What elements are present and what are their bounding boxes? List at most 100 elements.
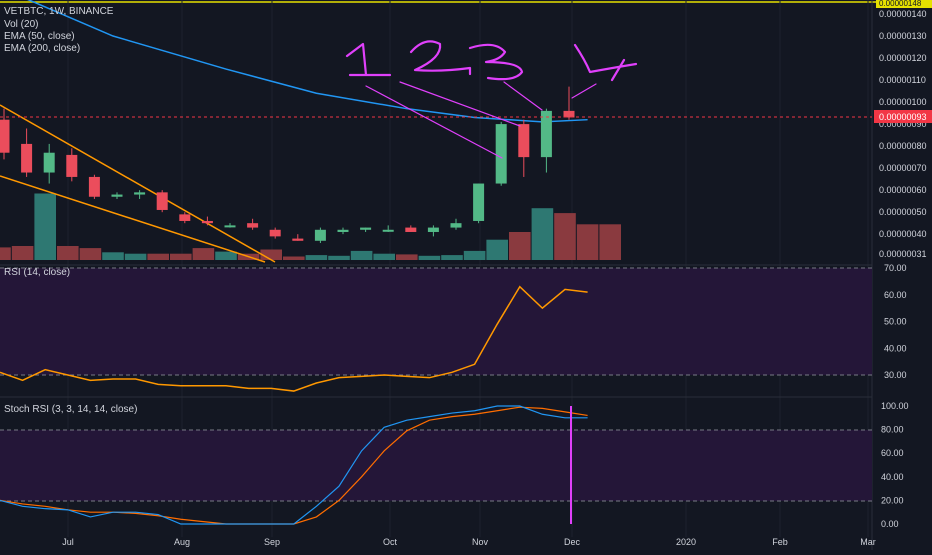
rsi-legend: RSI (14, close) bbox=[4, 267, 70, 278]
price-tick-label: 0.00000070 bbox=[879, 163, 927, 173]
time-tick-label: Nov bbox=[472, 537, 489, 547]
volume-bar bbox=[283, 256, 305, 260]
candle-body[interactable] bbox=[88, 176, 100, 197]
volume-bar bbox=[260, 249, 282, 260]
time-tick-label: Aug bbox=[174, 537, 190, 547]
price-tick-label: 0.00000060 bbox=[879, 185, 927, 195]
volume-bar bbox=[328, 255, 350, 260]
annotation-4-stroke bbox=[573, 43, 638, 82]
rsi-band bbox=[0, 268, 872, 375]
volume-bar bbox=[373, 253, 395, 260]
stoch-tick-label: 0.00 bbox=[881, 519, 899, 529]
rsi-tick-label: 50.00 bbox=[884, 317, 907, 327]
candle-body[interactable] bbox=[179, 214, 191, 221]
candle-body[interactable] bbox=[540, 110, 552, 158]
volume-bar bbox=[441, 255, 463, 260]
candle-body[interactable] bbox=[224, 225, 236, 228]
price-tick-label: 0.00000050 bbox=[879, 207, 927, 217]
volume-bar bbox=[192, 248, 215, 260]
annotation-1-stroke bbox=[345, 42, 392, 77]
candle-body[interactable] bbox=[21, 143, 33, 173]
volume-bar bbox=[102, 252, 124, 260]
stoch-tick-label: 100.00 bbox=[881, 401, 909, 411]
stoch-legend: Stoch RSI (3, 3, 14, 14, close) bbox=[4, 404, 137, 415]
time-tick-label: Feb bbox=[772, 537, 788, 547]
price-tick-label: 0.00000120 bbox=[879, 53, 927, 63]
price-tick-label: 0.00000140 bbox=[879, 9, 927, 19]
volume-bar bbox=[418, 255, 441, 260]
candle-body[interactable] bbox=[269, 229, 281, 237]
rsi-axis[interactable]: 70.00 60.00 50.00 40.00 30.00 bbox=[884, 263, 907, 380]
volume-bar bbox=[463, 250, 486, 260]
candle-body[interactable] bbox=[563, 110, 575, 118]
candle-body[interactable] bbox=[111, 194, 123, 197]
candle-body[interactable] bbox=[495, 124, 507, 184]
annotation-arrow-3 bbox=[503, 81, 543, 111]
stoch-k-line bbox=[0, 405, 588, 525]
price-axis[interactable]: 0.00000140 0.00000130 0.00000120 0.00000110… bbox=[879, 9, 927, 259]
volume-bar bbox=[396, 254, 418, 260]
price-tick-label: 0.00000031 bbox=[879, 249, 927, 259]
annotation-arrow-1 bbox=[365, 85, 503, 159]
rsi-tick-label: 70.00 bbox=[884, 263, 907, 273]
trendlines bbox=[0, 104, 276, 263]
price-tick-label: 0.00000080 bbox=[879, 141, 927, 151]
volume-bar bbox=[215, 251, 237, 260]
time-axis[interactable]: Jul Aug Sep Oct Nov Dec 2020 Feb Mar bbox=[62, 537, 876, 547]
volume-bar bbox=[554, 213, 576, 260]
time-tick-label: Sep bbox=[264, 537, 280, 547]
stoch-tick-label: 40.00 bbox=[881, 472, 904, 482]
stoch-tick-label: 20.00 bbox=[881, 495, 904, 505]
rsi-tick-label: 30.00 bbox=[884, 370, 907, 380]
symbol-title: VETBTC, 1W, BINANCE bbox=[4, 6, 114, 17]
candle-body[interactable] bbox=[518, 124, 530, 158]
time-tick-label: 2020 bbox=[676, 537, 696, 547]
ema50-line bbox=[27, 0, 588, 123]
candle-body[interactable] bbox=[0, 119, 10, 153]
candle-body[interactable] bbox=[247, 223, 259, 228]
candle-body[interactable] bbox=[360, 227, 372, 230]
volume-bars bbox=[0, 193, 621, 260]
rsi-line bbox=[0, 285, 588, 392]
ema50-legend: EMA (50, close) bbox=[4, 31, 75, 42]
volume-bar bbox=[531, 208, 554, 260]
candle-body[interactable] bbox=[201, 220, 213, 224]
volume-bar bbox=[34, 193, 56, 260]
last-price-tag bbox=[874, 110, 932, 123]
candle-body[interactable] bbox=[292, 238, 304, 241]
candle-body[interactable] bbox=[66, 154, 78, 177]
stoch-tick-label: 60.00 bbox=[881, 448, 904, 458]
volume-bar bbox=[350, 250, 373, 260]
trendline-upper bbox=[0, 104, 276, 263]
stoch-axis[interactable]: 100.00 80.00 60.00 40.00 20.00 0.00 bbox=[881, 401, 909, 529]
volume-bar bbox=[305, 255, 328, 260]
candles[interactable] bbox=[0, 86, 575, 243]
volume-bar bbox=[79, 248, 102, 260]
annotation-arrow-4 bbox=[571, 83, 597, 99]
price-tick-label: 0.00000040 bbox=[879, 229, 927, 239]
candle-body[interactable] bbox=[337, 229, 349, 232]
candle-body[interactable] bbox=[314, 229, 326, 241]
candle-body[interactable] bbox=[156, 192, 168, 210]
candle-body[interactable] bbox=[43, 152, 55, 173]
annotation-2-stroke bbox=[409, 40, 472, 76]
stoch-band bbox=[0, 430, 872, 501]
legend: VETBTC, 1W, BINANCE Vol (20) EMA (50, cl… bbox=[4, 6, 137, 415]
candle-body[interactable] bbox=[382, 229, 394, 232]
price-tick-label: 0.00000100 bbox=[879, 97, 927, 107]
annotation-arrow-2 bbox=[399, 81, 521, 127]
price-tick-label: 0.00000110 bbox=[879, 75, 926, 85]
volume-bar bbox=[170, 253, 192, 260]
volume-bar bbox=[147, 253, 169, 260]
last-price-label: 0.00000093 bbox=[879, 112, 927, 122]
volume-bar bbox=[124, 253, 147, 260]
candle-body[interactable] bbox=[134, 192, 146, 195]
top-price-tag bbox=[876, 0, 932, 8]
candle-body[interactable] bbox=[473, 183, 485, 221]
candle-body[interactable] bbox=[427, 227, 439, 232]
candle-body[interactable] bbox=[405, 227, 417, 232]
annotation-3-stroke bbox=[468, 43, 524, 81]
candle-body[interactable] bbox=[450, 223, 462, 228]
